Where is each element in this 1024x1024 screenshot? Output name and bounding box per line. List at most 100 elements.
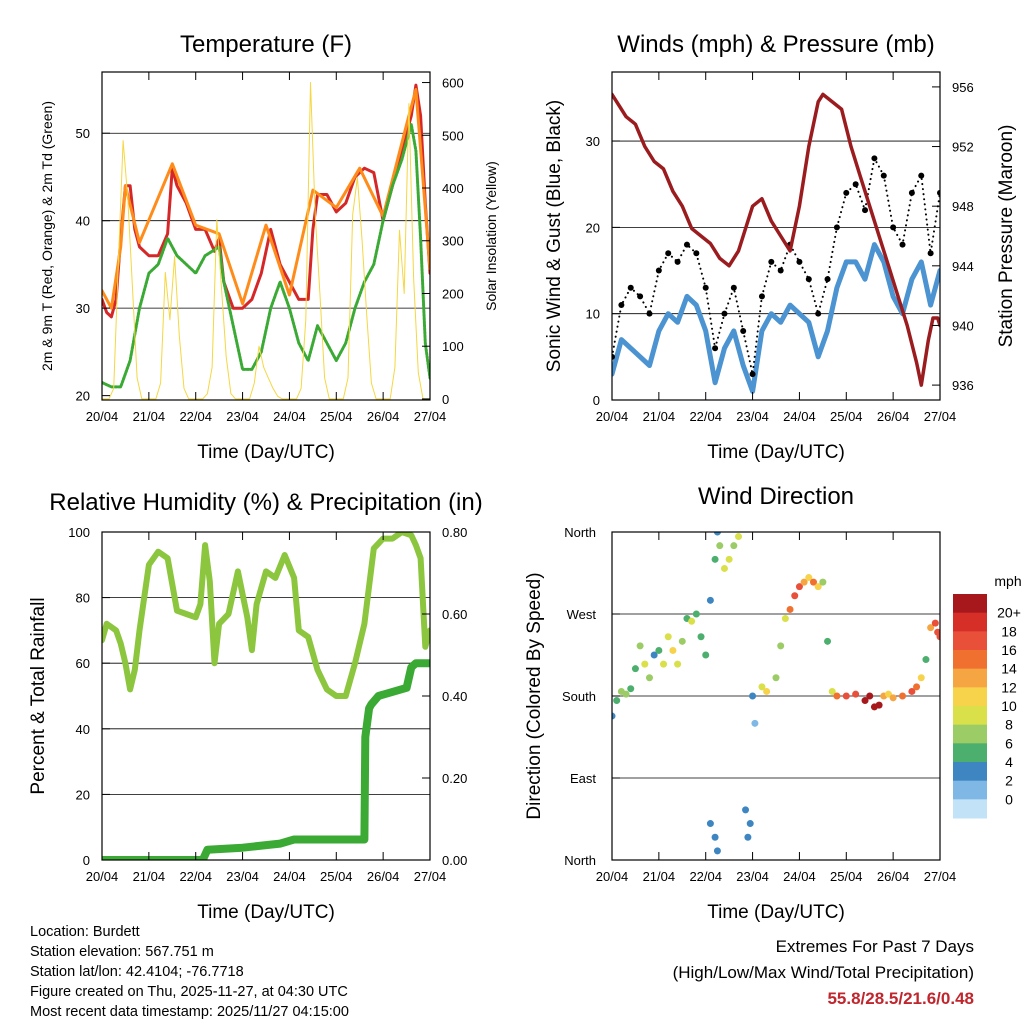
- direction-point: [791, 592, 799, 600]
- direction-point: [713, 532, 721, 536]
- y2-tick-label: 0.80: [442, 525, 467, 540]
- direction-point: [641, 660, 649, 668]
- y2-tick-label: 0.40: [442, 689, 467, 704]
- y2-tick-label: 100: [442, 339, 464, 354]
- direction-point: [713, 847, 721, 855]
- series-station-pressure: [612, 92, 940, 387]
- extremes-subtitle: (High/Low/Max Wind/Total Precipitation): [672, 963, 974, 982]
- series-solar-insolation: [102, 82, 430, 400]
- direction-point: [786, 605, 794, 613]
- plot-area: [102, 532, 430, 860]
- y-tick-label: 40: [76, 722, 90, 737]
- x-tick-label: 27/04: [924, 409, 957, 424]
- direction-point: [824, 637, 832, 645]
- direction-point: [730, 542, 738, 550]
- x-tick-label: 27/04: [414, 409, 447, 424]
- gust-point: [702, 284, 709, 291]
- x-tick-label: 22/04: [179, 409, 212, 424]
- colorbar-swatch: [953, 612, 987, 632]
- y-axis-label: Percent & Total Rainfall: [28, 597, 49, 794]
- y2-tick-label: 0.00: [442, 853, 467, 868]
- x-tick-label: 26/04: [367, 409, 400, 424]
- direction-point: [688, 617, 696, 625]
- station-info: Location: Burdett Station elevation: 567…: [30, 922, 349, 1022]
- x-tick-label: 23/04: [736, 869, 769, 884]
- y-tick-label: 10: [586, 307, 600, 322]
- direction-point: [706, 820, 714, 828]
- colorbar-label: 10: [1001, 698, 1017, 714]
- gust-point: [730, 284, 737, 291]
- y-tick-label: 60: [76, 656, 90, 671]
- direction-point: [833, 692, 841, 700]
- gust-point: [721, 310, 728, 317]
- x-tick-label: 23/04: [226, 869, 259, 884]
- y-tick-label: North: [564, 525, 596, 540]
- colorbar-label: 2: [1005, 773, 1013, 789]
- colorbar-label: 4: [1005, 754, 1013, 770]
- direction-point: [889, 694, 897, 702]
- chart-title: Wind Direction: [698, 483, 854, 510]
- series-gust: [612, 157, 940, 376]
- direction-point: [936, 633, 940, 641]
- gust-point: [908, 189, 915, 196]
- y2-tick-label: 956: [952, 80, 974, 95]
- y-tick-label: East: [570, 771, 596, 786]
- direction-point: [711, 833, 719, 841]
- colorbar-label: 6: [1005, 735, 1013, 751]
- y2-tick-label: 600: [442, 76, 464, 91]
- gust-point: [852, 181, 859, 188]
- gust-point: [890, 224, 897, 231]
- direction-point: [678, 637, 686, 645]
- y-tick-label: West: [567, 607, 597, 622]
- direction-point: [814, 583, 822, 591]
- gust-point: [824, 276, 831, 283]
- direction-point: [763, 687, 771, 695]
- y2-tick-label: 936: [952, 378, 974, 393]
- extremes-title: Extremes For Past 7 Days: [775, 937, 974, 956]
- y2-tick-label: 400: [442, 181, 464, 196]
- x-tick-label: 22/04: [689, 409, 722, 424]
- x-axis-label: Time (Day/UTC): [707, 902, 845, 923]
- y-tick-label: 80: [76, 591, 90, 606]
- series-relative-humidity: [102, 532, 430, 699]
- gust-point: [618, 302, 625, 309]
- direction-point: [655, 646, 663, 654]
- direction-point: [692, 610, 700, 618]
- y-tick-label: 40: [76, 214, 90, 229]
- colorbar-title: mph: [994, 573, 1021, 589]
- direction-point: [875, 701, 883, 709]
- x-tick-label: 23/04: [736, 409, 769, 424]
- direction-point: [645, 674, 653, 682]
- direction-point: [819, 578, 827, 586]
- panel-1: Temperature (F) Time (Day/UTC) 2m & 9m T (…: [39, 31, 499, 463]
- colorbar-swatch: [953, 780, 987, 800]
- gust-point: [740, 327, 747, 334]
- chart-title: Temperature (F): [180, 31, 352, 58]
- gust-point: [693, 250, 700, 257]
- x-tick-label: 21/04: [643, 409, 676, 424]
- direction-point: [742, 806, 750, 814]
- direction-point: [716, 542, 724, 550]
- direction-point: [669, 646, 677, 654]
- y2-axis-label: Station Pressure (Maroon): [996, 125, 1017, 348]
- x-tick-label: 20/04: [86, 409, 119, 424]
- panel-2: Winds (mph) & Pressure (mb) Time (Day/UTC…: [544, 31, 1017, 463]
- gust-point: [796, 258, 803, 265]
- x-tick-label: 24/04: [783, 409, 816, 424]
- direction-point: [622, 690, 630, 698]
- gust-point: [871, 155, 878, 162]
- colorbar-label: 8: [1005, 717, 1013, 733]
- x-tick-label: 24/04: [273, 869, 306, 884]
- colorbar-label: 18: [1001, 623, 1017, 639]
- y2-tick-label: 200: [442, 286, 464, 301]
- series-sonic-wind: [612, 242, 940, 394]
- direction-point: [852, 690, 860, 698]
- gust-point: [749, 371, 756, 378]
- x-axis-label: Time (Day/UTC): [197, 442, 335, 463]
- y-tick-label: North: [564, 853, 596, 868]
- panel-4: Wind Direction Time (Day/UTC) Direction (C…: [524, 483, 1022, 923]
- direction-point: [746, 820, 754, 828]
- gust-point: [880, 172, 887, 179]
- plot-frame: [611, 71, 941, 401]
